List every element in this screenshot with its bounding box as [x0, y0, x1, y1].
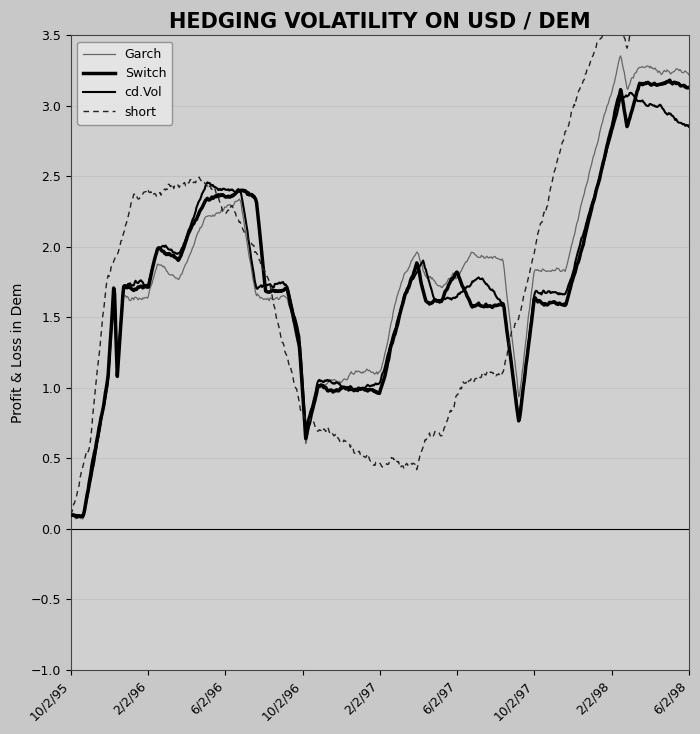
Switch [666, 76, 674, 84]
cd.Vol [66, 510, 75, 519]
short [66, 510, 75, 519]
Garch [640, 63, 648, 72]
Switch [575, 252, 584, 261]
Garch [193, 232, 201, 241]
cd.Vol [617, 92, 625, 101]
cd.Vol [685, 123, 693, 131]
Line: Switch: Switch [71, 80, 689, 517]
cd.Vol [640, 98, 648, 107]
Switch [685, 83, 693, 92]
Garch [617, 55, 626, 64]
Line: cd.Vol: cd.Vol [71, 93, 689, 517]
Switch [66, 510, 75, 519]
Garch [524, 309, 533, 318]
short [575, 86, 583, 95]
Legend: Garch, Switch, cd.Vol, short: Garch, Switch, cd.Vol, short [77, 42, 172, 125]
short [654, 0, 662, 4]
Switch [524, 340, 533, 349]
short [545, 194, 553, 203]
Garch [685, 70, 693, 79]
Line: short: short [71, 0, 689, 515]
cd.Vol [78, 513, 87, 522]
Switch [545, 298, 554, 307]
cd.Vol [575, 241, 584, 250]
cd.Vol [626, 89, 635, 98]
Switch [617, 85, 625, 94]
Garch [617, 51, 625, 60]
Switch [193, 215, 201, 224]
short [638, 1, 647, 10]
short [685, 13, 693, 22]
Title: HEDGING VOLATILITY ON USD / DEM: HEDGING VOLATILITY ON USD / DEM [169, 11, 591, 31]
Y-axis label: Profit & Loss in Dem: Profit & Loss in Dem [11, 283, 25, 423]
Switch [639, 79, 648, 88]
Garch [66, 510, 75, 519]
short [191, 178, 200, 187]
Garch [78, 515, 87, 523]
Switch [73, 512, 81, 521]
cd.Vol [524, 338, 533, 346]
short [615, 20, 624, 29]
cd.Vol [545, 287, 554, 296]
short [524, 275, 532, 284]
cd.Vol [193, 203, 201, 212]
Line: Garch: Garch [71, 56, 689, 519]
Garch [575, 207, 584, 216]
Garch [545, 266, 554, 275]
